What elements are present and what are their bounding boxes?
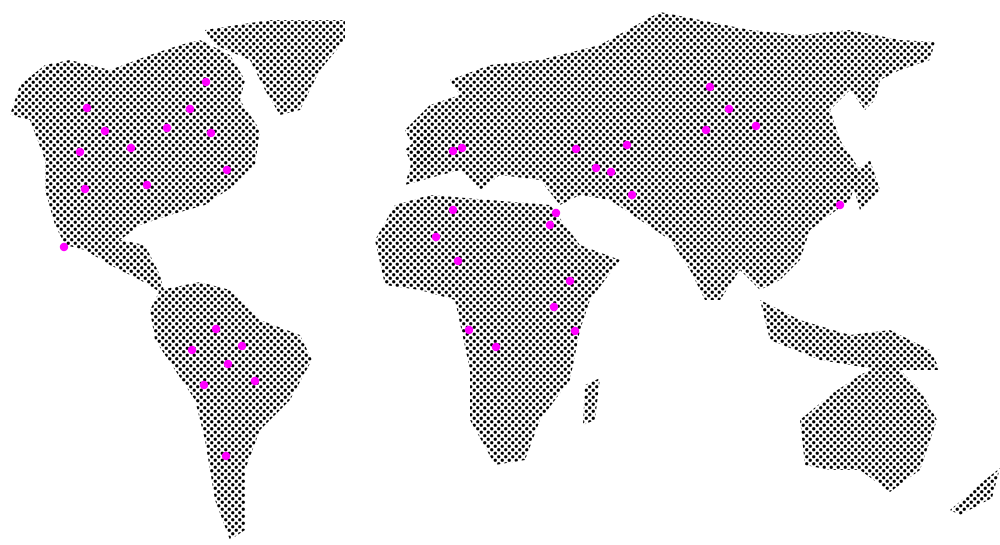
location-marker[interactable] bbox=[549, 302, 559, 312]
location-marker[interactable] bbox=[622, 140, 632, 150]
location-marker[interactable] bbox=[199, 380, 209, 390]
location-marker[interactable] bbox=[82, 103, 92, 113]
location-markers bbox=[59, 77, 845, 461]
location-marker[interactable] bbox=[835, 200, 845, 210]
location-marker[interactable] bbox=[464, 325, 474, 335]
location-marker[interactable] bbox=[100, 126, 110, 136]
location-marker[interactable] bbox=[187, 345, 197, 355]
land-australia bbox=[800, 360, 937, 492]
land-greenland bbox=[205, 20, 345, 115]
location-marker[interactable] bbox=[185, 104, 195, 114]
location-marker[interactable] bbox=[75, 147, 85, 157]
location-marker[interactable] bbox=[751, 121, 761, 131]
location-marker[interactable] bbox=[551, 208, 561, 218]
land-north-america bbox=[10, 40, 260, 295]
location-marker[interactable] bbox=[571, 144, 581, 154]
location-marker[interactable] bbox=[80, 184, 90, 194]
land-africa bbox=[375, 195, 620, 465]
location-marker[interactable] bbox=[457, 143, 467, 153]
location-marker[interactable] bbox=[448, 205, 458, 215]
location-marker[interactable] bbox=[591, 163, 601, 173]
location-marker[interactable] bbox=[250, 376, 260, 386]
location-marker[interactable] bbox=[701, 125, 711, 135]
location-marker[interactable] bbox=[206, 128, 216, 138]
location-marker[interactable] bbox=[237, 341, 247, 351]
location-marker[interactable] bbox=[453, 256, 463, 266]
land-europe-asia bbox=[405, 12, 935, 300]
location-marker[interactable] bbox=[431, 232, 441, 242]
location-marker[interactable] bbox=[201, 77, 211, 87]
location-marker[interactable] bbox=[126, 143, 136, 153]
location-marker[interactable] bbox=[705, 82, 715, 92]
location-marker[interactable] bbox=[59, 242, 69, 252]
location-marker[interactable] bbox=[565, 276, 575, 286]
land-madagascar bbox=[583, 378, 600, 425]
land-new-zealand bbox=[950, 468, 1000, 515]
land-japan bbox=[850, 160, 880, 210]
location-marker[interactable] bbox=[211, 324, 221, 334]
land-south-america bbox=[150, 282, 312, 540]
location-marker[interactable] bbox=[223, 359, 233, 369]
location-marker[interactable] bbox=[222, 165, 232, 175]
location-marker[interactable] bbox=[724, 104, 734, 114]
land-southeast-asia-islands bbox=[760, 300, 940, 370]
location-marker[interactable] bbox=[606, 167, 616, 177]
location-marker[interactable] bbox=[627, 190, 637, 200]
location-marker[interactable] bbox=[491, 342, 501, 352]
location-marker[interactable] bbox=[448, 146, 458, 156]
location-marker[interactable] bbox=[570, 326, 580, 336]
location-marker[interactable] bbox=[221, 451, 231, 461]
location-marker[interactable] bbox=[162, 123, 172, 133]
location-marker[interactable] bbox=[142, 180, 152, 190]
land-masses bbox=[10, 12, 1000, 540]
land-british-isles bbox=[405, 128, 440, 170]
location-marker[interactable] bbox=[545, 220, 555, 230]
